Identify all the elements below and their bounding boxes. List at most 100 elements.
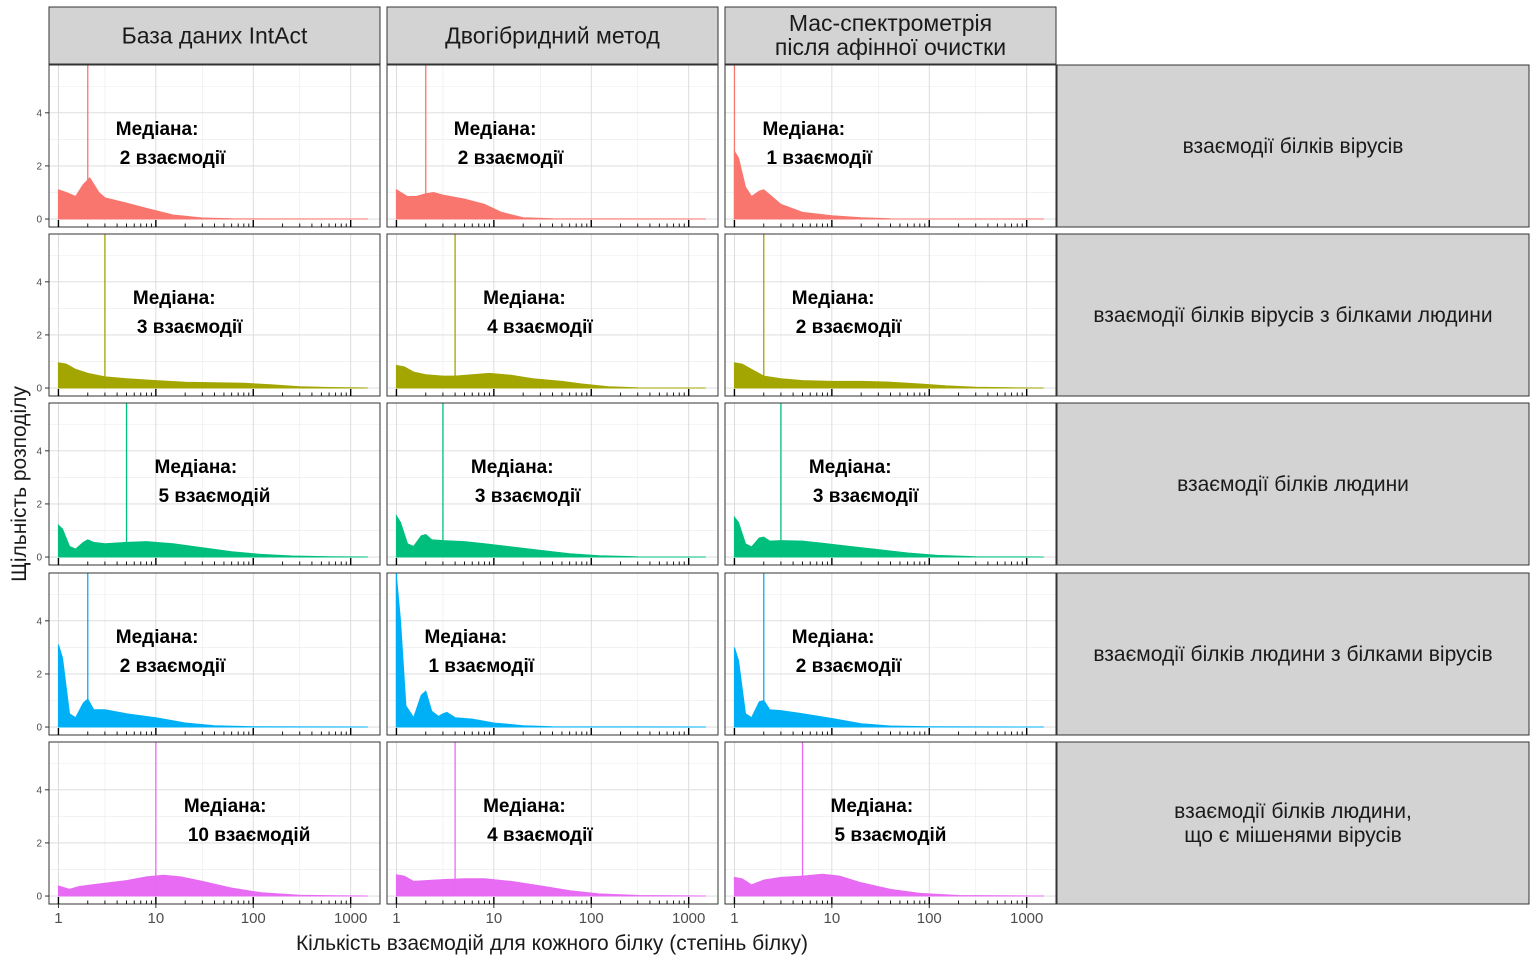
median-annotation-value: 1 взаємодії (428, 656, 534, 677)
panel: Медіана: 2 взаємодії 0 2 4 (36, 572, 381, 736)
density-area (733, 362, 1044, 389)
panel: Медіана: 3 взаємодії 0 2 4 (36, 233, 381, 397)
y-tick-label: 4 (36, 785, 42, 796)
x-tick-label: 10 (824, 910, 841, 927)
density-area (57, 362, 368, 389)
median-annotation-value: 5 взаємодій (835, 825, 947, 846)
median-annotation-value: 2 взаємодії (120, 148, 226, 169)
x-tick-label: 1 (54, 910, 62, 927)
panel: Медіана: 2 взаємодії (724, 572, 1057, 736)
panel-background (387, 234, 718, 396)
median-annotation-title: Медіана: (792, 627, 875, 648)
median-annotation-value: 2 взаємодії (120, 656, 226, 677)
y-tick-label: 4 (36, 446, 42, 457)
x-tick-label: 1 (392, 910, 400, 927)
density-area (733, 647, 1044, 728)
y-tick-label: 2 (36, 669, 42, 680)
density-area (395, 514, 706, 558)
column-strip (48, 6, 381, 65)
column-strip (386, 6, 719, 65)
panel: Медіана: 2 взаємодії 0 2 4 (36, 64, 381, 228)
row-strip (1056, 233, 1530, 397)
median-annotation-title: Медіана: (792, 288, 875, 309)
median-annotation-title: Медіана: (116, 627, 199, 648)
median-annotation-title: Медіана: (762, 119, 845, 140)
row-strip-label: взаємодії білків вірусів з білками людин… (1093, 304, 1492, 327)
median-annotation-value: 4 взаємодії (487, 317, 593, 338)
median-annotation-title: Медіана: (831, 796, 914, 817)
density-area (57, 177, 368, 220)
panel: Медіана: 4 взаємодії 1 10 100 1000 (386, 741, 719, 927)
row-strip-label: взаємодії білків людини з білками вірусі… (1093, 643, 1492, 666)
x-tick-label: 1000 (672, 910, 705, 927)
panel-background (725, 742, 1056, 904)
panel-background (387, 403, 718, 565)
y-tick-label: 4 (36, 616, 42, 627)
row-strip (1056, 64, 1530, 228)
row-strip (1056, 572, 1530, 736)
panel-background (387, 742, 718, 904)
panel: Медіана: 1 взаємодії (724, 64, 1057, 228)
density-area (733, 515, 1044, 558)
median-annotation-title: Медіана: (155, 457, 238, 478)
median-annotation-value: 1 взаємодії (766, 148, 872, 169)
panels-group: База даних IntAct Двогібридний метод Мас-с… (36, 6, 1530, 927)
median-annotation-value: 10 взаємодій (188, 825, 311, 846)
median-annotation-title: Медіана: (184, 796, 267, 817)
x-tick-label: 1 (730, 910, 738, 927)
panel: Медіана: 2 взаємодії (724, 233, 1057, 397)
row-strip-label: взаємодії білків людини, (1174, 800, 1412, 823)
panel-background (725, 573, 1056, 735)
panel: Медіана: 2 взаємодії (386, 64, 719, 228)
column-strip-label: після афінної очистки (775, 34, 1006, 60)
x-tick-label: 10 (486, 910, 503, 927)
y-tick-label: 0 (36, 553, 42, 564)
panel-background (49, 403, 380, 565)
y-tick-label: 2 (36, 838, 42, 849)
median-annotation-title: Медіана: (483, 288, 566, 309)
column-strip (724, 6, 1057, 65)
y-tick-label: 4 (36, 277, 42, 288)
density-area (395, 364, 706, 389)
y-tick-label: 4 (36, 108, 42, 119)
row-strip (1056, 402, 1530, 566)
panel: Медіана: 4 взаємодії (386, 233, 719, 397)
row-strip (1056, 741, 1530, 905)
y-axis-title: Щільність розподілу (8, 386, 31, 582)
panel: Медіана: 5 взаємодій 1 10 100 1000 (724, 741, 1057, 927)
y-tick-label: 0 (36, 215, 42, 226)
panel-background (725, 234, 1056, 396)
column-strip-label: Двогібридний метод (445, 23, 660, 49)
density-area (733, 873, 1044, 897)
x-tick-label: 100 (241, 910, 266, 927)
y-tick-label: 2 (36, 161, 42, 172)
y-tick-label: 2 (36, 499, 42, 510)
median-annotation-title: Медіана: (424, 627, 507, 648)
panel-background (725, 65, 1056, 227)
median-annotation-title: Медіана: (471, 457, 554, 478)
panel: Медіана: 3 взаємодії (724, 402, 1057, 566)
row-strip-label: взаємодії білків людини (1177, 473, 1409, 496)
panel: Медіана: 5 взаємодій 0 2 4 (36, 402, 381, 566)
column-strip-label: Мас-спектрометрія (789, 10, 992, 36)
x-tick-label: 100 (579, 910, 604, 927)
density-area (395, 188, 706, 220)
y-tick-label: 0 (36, 723, 42, 734)
x-tick-label: 100 (917, 910, 942, 927)
density-area (57, 644, 368, 728)
density-area (395, 874, 706, 897)
panel: Медіана: 3 взаємодії (386, 402, 719, 566)
panel-background (49, 573, 380, 735)
y-tick-label: 2 (36, 330, 42, 341)
x-tick-label: 1000 (1010, 910, 1043, 927)
density-area (395, 575, 706, 728)
median-annotation-value: 3 взаємодії (137, 317, 243, 338)
panel: Медіана: 10 взаємодій 0 2 4 1 10 100 1000 (36, 741, 381, 927)
panel-background (387, 573, 718, 735)
median-annotation-title: Медіана: (809, 457, 892, 478)
panel-background (725, 403, 1056, 565)
x-axis-title: Кількість взаємодій для кожного білку (с… (296, 932, 808, 955)
median-annotation-value: 2 взаємодії (796, 656, 902, 677)
median-annotation-value: 4 взаємодії (487, 825, 593, 846)
